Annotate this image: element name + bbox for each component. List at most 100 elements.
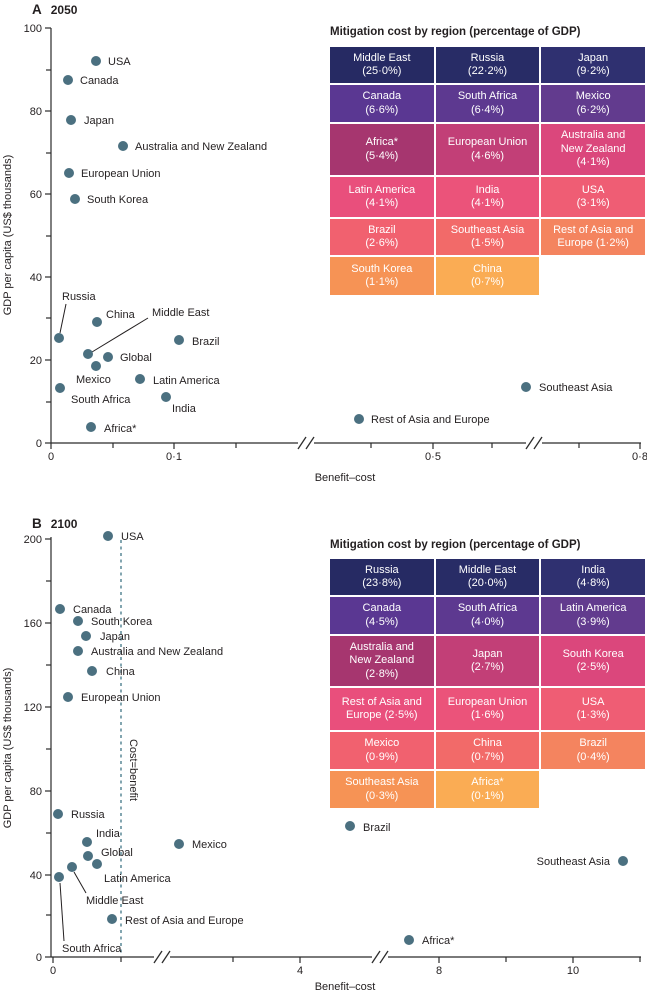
data-point-label: Brazil [363,822,391,834]
table-cell-line: Europe (2·5%) [346,709,418,721]
table-cell-line: Australia and [561,129,626,142]
data-point-dot [82,837,92,847]
table-cell-line: China [473,737,502,750]
table-cell-line: (1·6%) [470,709,504,721]
panel-b-letter: B [32,516,42,531]
table-cell-line: USA [581,183,605,196]
table-cell-line: India [475,183,500,196]
axis-break-mask [154,954,170,960]
table-cell-line: (0·7%) [470,750,504,763]
y-tick-label: 0 [36,952,42,964]
data-point-dot [83,851,93,861]
y-axis-title: GDP per capita (US$ thousands) [2,155,14,316]
table-cell-line: (4·1%) [576,156,610,169]
table-cell: European Union (4·6%) [435,124,540,175]
data-point-label: Canada [73,604,112,616]
table-row: Middle East (25·0%) Russia (22·2%) Japan (9·2… [330,47,645,83]
table-cell-line: Rest of Asia and [341,695,422,708]
table-cell-line: South Africa [457,90,518,103]
table-cell: USA (1·3%) [541,688,645,730]
data-point-label: Japan [84,115,114,127]
table-cell-line: Canada [362,602,402,615]
axis-break-slash [305,436,315,450]
table-cell-line: (4·8%) [576,577,610,589]
data-point-dot [404,935,414,945]
data-point-label: South Korea [91,616,153,628]
mitigation-table-a: Middle East (25·0%) Russia (22·2%) Japan (9·2… [330,47,645,297]
data-point-dot [86,422,96,432]
data-point-dot [354,414,364,424]
table-cell-line: European Union [447,695,528,708]
table-cell-line: Mexico [575,90,611,103]
table-row: Latin America (4·1%) India (4·1%) USA (3·1%) [330,177,645,217]
data-point-dot [67,862,77,872]
data-point-label: Russia [71,809,106,821]
data-point-label: Latin America [153,375,221,387]
axis-break-slash [161,950,171,964]
table-cell: South Korea (2·5%) [541,636,645,686]
table-cell-line: Canada [362,90,402,103]
table-cell-line: (5·4%) [365,149,399,162]
table-cell-line: Africa* [365,136,399,149]
table-cell-line: (6·6%) [365,103,399,116]
data-point-label: South Africa [71,394,131,406]
panel-a-letter: A [32,2,42,17]
mitigation-table-b: Russia (23·8%) Middle East (20·0%) India (4·8… [330,559,645,810]
table-row: Canada (6·6%) South Africa (6·4%) Mexico (6·2… [330,85,645,122]
table-cell-line: (6·4%) [470,103,504,116]
table-cell: South Korea (1·1%) [330,257,434,295]
data-point-label: Middle East [86,895,143,907]
table-cell-line: Southeast Asia [450,223,525,236]
data-point-dot [92,317,102,327]
table-cell-line: (0·7%) [470,276,504,288]
table-cell-line: (4·1%) [470,197,504,209]
axis-break-mask [298,440,314,446]
data-point-label: China [106,666,136,678]
table-cell: China (0·7%) [435,732,540,769]
data-point-dot [63,692,73,702]
data-point-label: European Union [81,168,161,180]
table-cell-line: (3·9%) [576,615,610,628]
table-cell: USA (3·1%) [541,177,645,217]
table-cell: Canada (6·6%) [330,85,434,122]
data-point-label: Australia and New Zealand [135,141,267,153]
leader-line [59,303,67,334]
y-tick-label: 200 [24,534,42,546]
data-point-dot [83,349,93,359]
table-cell-line: (1·1%) [365,276,399,288]
table-cell: European Union (1·6%) [435,688,540,730]
data-point-dot [91,56,101,66]
y-tick-label: 20 [30,355,42,367]
table-cell: South Africa (4·0%) [435,597,540,634]
table-cell: Latin America (3·9%) [541,597,645,634]
table-cell-line: (6·2%) [576,103,610,116]
data-point-dot [54,872,64,882]
x-tick-label: 0·5 [425,451,441,463]
axis-break-slash [297,436,307,450]
data-point-dot [135,374,145,384]
table-cell-line: South Korea [351,262,413,275]
table-cell: Rest of Asia and Europe (1·2%) [541,219,645,255]
table-cell: Canada (4·5%) [330,597,434,634]
data-point-label: Mexico [76,374,111,386]
table-cell-line: (2·6%) [365,237,399,249]
x-axis-title: Benefit–cost [315,472,376,484]
data-point-label: European Union [81,692,161,704]
data-point-label: Rest of Asia and Europe [125,915,244,927]
table-cell: Middle East (20·0%) [435,559,540,595]
y-tick-label: 60 [30,189,42,201]
table-row: South Korea (1·1%) China (0·7%) [330,257,645,295]
table-cell-line: (23·8%) [362,577,402,589]
data-point-dot [103,531,113,541]
table-cell-line: (2·8%) [365,667,399,680]
data-point-label: India [96,828,121,840]
table-row: Rest of Asia and Europe (2·5%) European Un… [330,688,645,730]
y-tick-label: 40 [30,870,42,882]
data-point-label: Canada [80,75,119,87]
table-row: Brazil (2·6%) Southeast Asia (1·5%) Rest of … [330,219,645,255]
table-cell-line: Japan [578,51,609,64]
panel-b-year: 2100 [50,517,78,531]
table-cell: Mexico (0·9%) [330,732,434,769]
data-point-dot [107,914,117,924]
